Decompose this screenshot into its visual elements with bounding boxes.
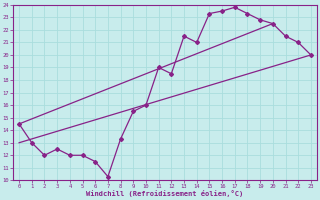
X-axis label: Windchill (Refroidissement éolien,°C): Windchill (Refroidissement éolien,°C) [86, 190, 244, 197]
